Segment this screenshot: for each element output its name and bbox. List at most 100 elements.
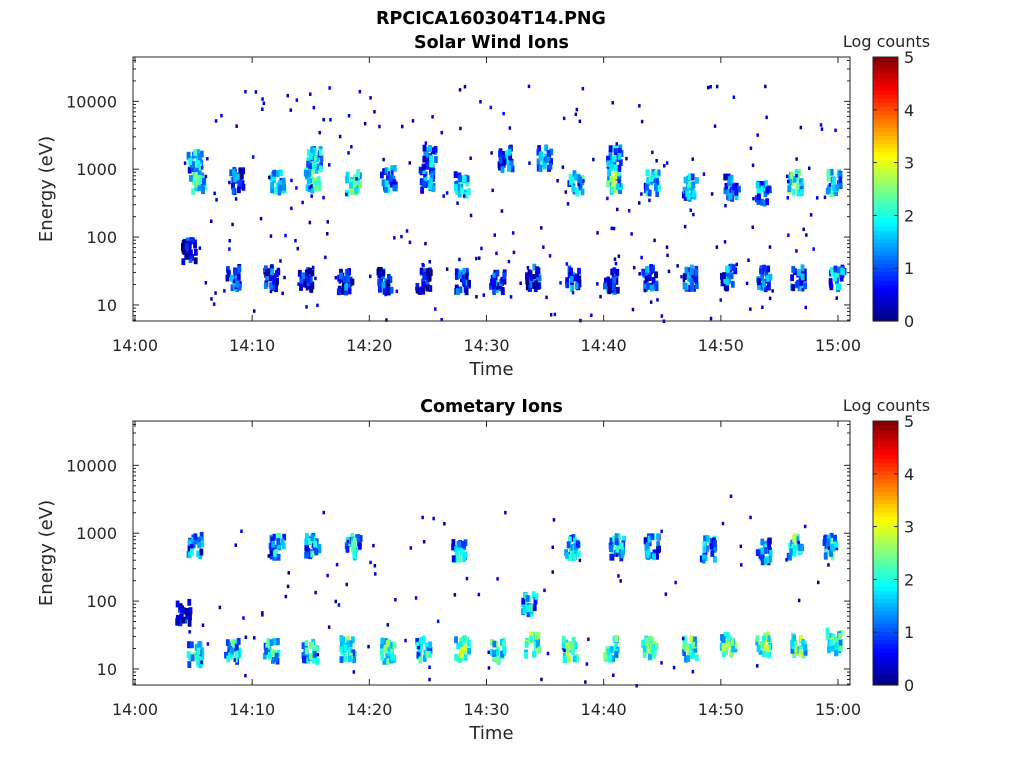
heatmap-cell [740, 563, 743, 567]
colorbar-segment [873, 503, 898, 509]
heatmap-cell [270, 536, 275, 544]
heatmap-cell [546, 150, 551, 157]
heatmap-cell [317, 184, 322, 191]
colorbar-segment [873, 590, 898, 595]
heatmap-cell [691, 669, 695, 674]
heatmap-cell [463, 85, 467, 89]
colorbar-tick-label: 0 [904, 312, 914, 331]
heatmap-cell [197, 641, 202, 648]
heatmap-cell [294, 238, 297, 243]
heatmap-cell [408, 240, 412, 245]
colorbar-segment [873, 487, 898, 492]
heatmap-cell [792, 549, 797, 556]
heatmap-cell [829, 550, 833, 557]
heatmap-cell [425, 650, 430, 658]
heatmap-cell [339, 656, 344, 663]
heatmap-cell [830, 543, 835, 551]
heatmap-cell [462, 634, 467, 642]
heatmap-cell [609, 175, 614, 183]
heatmap-cell [271, 283, 276, 291]
heatmap-cell [710, 192, 714, 196]
heatmap-cell [312, 546, 317, 554]
heatmap-cell [682, 649, 687, 657]
colorbar-tick-label: 2 [904, 206, 914, 225]
heatmap-cell [499, 639, 504, 646]
heatmap-cell [251, 155, 255, 159]
heatmap-cell [188, 607, 193, 614]
heatmap-cell [417, 645, 420, 650]
heatmap-cell [574, 173, 578, 181]
heatmap-cell [830, 644, 835, 652]
heatmap-cell [609, 537, 614, 545]
heatmap-cell [193, 533, 198, 541]
colorbar-segment [873, 466, 898, 472]
heatmap-cells [181, 84, 847, 323]
heatmap-cell [317, 544, 322, 551]
heatmap-cell [536, 158, 541, 166]
heatmap-cell [653, 170, 658, 178]
heatmap-cell [428, 178, 433, 186]
heatmap-cell [270, 268, 275, 276]
heatmap-cell [667, 269, 671, 274]
colorbar-segment [873, 606, 898, 612]
colorbar-segment [873, 263, 898, 268]
heatmap-cell [534, 593, 539, 600]
heatmap-cell [613, 172, 618, 179]
colorbar-segment [873, 65, 898, 70]
heatmap-cell [569, 643, 574, 651]
heatmap-cell [454, 183, 458, 191]
heatmap-cell [428, 641, 432, 649]
heatmap-cell [561, 165, 565, 169]
heatmap-cell [838, 180, 843, 188]
heatmap-cell [377, 280, 382, 287]
heatmap-cell [709, 85, 712, 89]
heatmap-cell [454, 545, 459, 553]
heatmap-cell [607, 169, 611, 177]
heatmap-cell [727, 176, 732, 184]
heatmap-cell [310, 194, 313, 198]
heatmap-cell [345, 546, 350, 553]
heatmap-cell [760, 185, 764, 193]
heatmap-cell [416, 651, 421, 659]
heatmap-cell [525, 283, 530, 291]
heatmap-cell [834, 649, 838, 657]
heatmap-cell [271, 540, 276, 548]
heatmap-cell [690, 651, 695, 659]
heatmap-cell [218, 605, 222, 610]
heatmap-cell [611, 655, 615, 663]
plot-frame [132, 56, 851, 322]
heatmap-cell [335, 562, 339, 567]
heatmap-cell [803, 524, 807, 529]
heatmap-cell [271, 657, 275, 664]
colorbar-segment [873, 623, 898, 628]
heatmap-cell [196, 658, 201, 665]
heatmap-cell [798, 650, 803, 658]
heatmap-cell [578, 183, 583, 191]
heatmap-cell [314, 590, 317, 595]
heatmap-cell [241, 167, 246, 175]
heatmap-cell [199, 150, 204, 158]
heatmap-cell [196, 647, 201, 655]
heatmap-cell [388, 276, 393, 283]
heatmap-cell [369, 274, 372, 279]
heatmap-cell [695, 177, 699, 184]
heatmap-cell [610, 182, 614, 190]
heatmap-cell [596, 282, 599, 286]
x-tick-label: 14:50 [698, 336, 744, 355]
heatmap-cell [723, 240, 727, 244]
heatmap-cell [786, 196, 789, 200]
colorbar-segment [873, 259, 898, 264]
heatmap-cell [765, 115, 768, 120]
heatmap-cell [551, 545, 554, 549]
colorbar-segment [873, 250, 898, 256]
heatmap-cell [768, 550, 773, 557]
heatmap-cell [789, 548, 794, 556]
heatmap-cell [507, 259, 511, 264]
heatmap-cell [425, 278, 430, 286]
heatmap-cell [836, 266, 841, 274]
heatmap-cell [390, 165, 395, 172]
heatmap-cell [460, 187, 464, 195]
heatmap-cell [336, 288, 341, 296]
heatmap-cell [226, 269, 231, 277]
